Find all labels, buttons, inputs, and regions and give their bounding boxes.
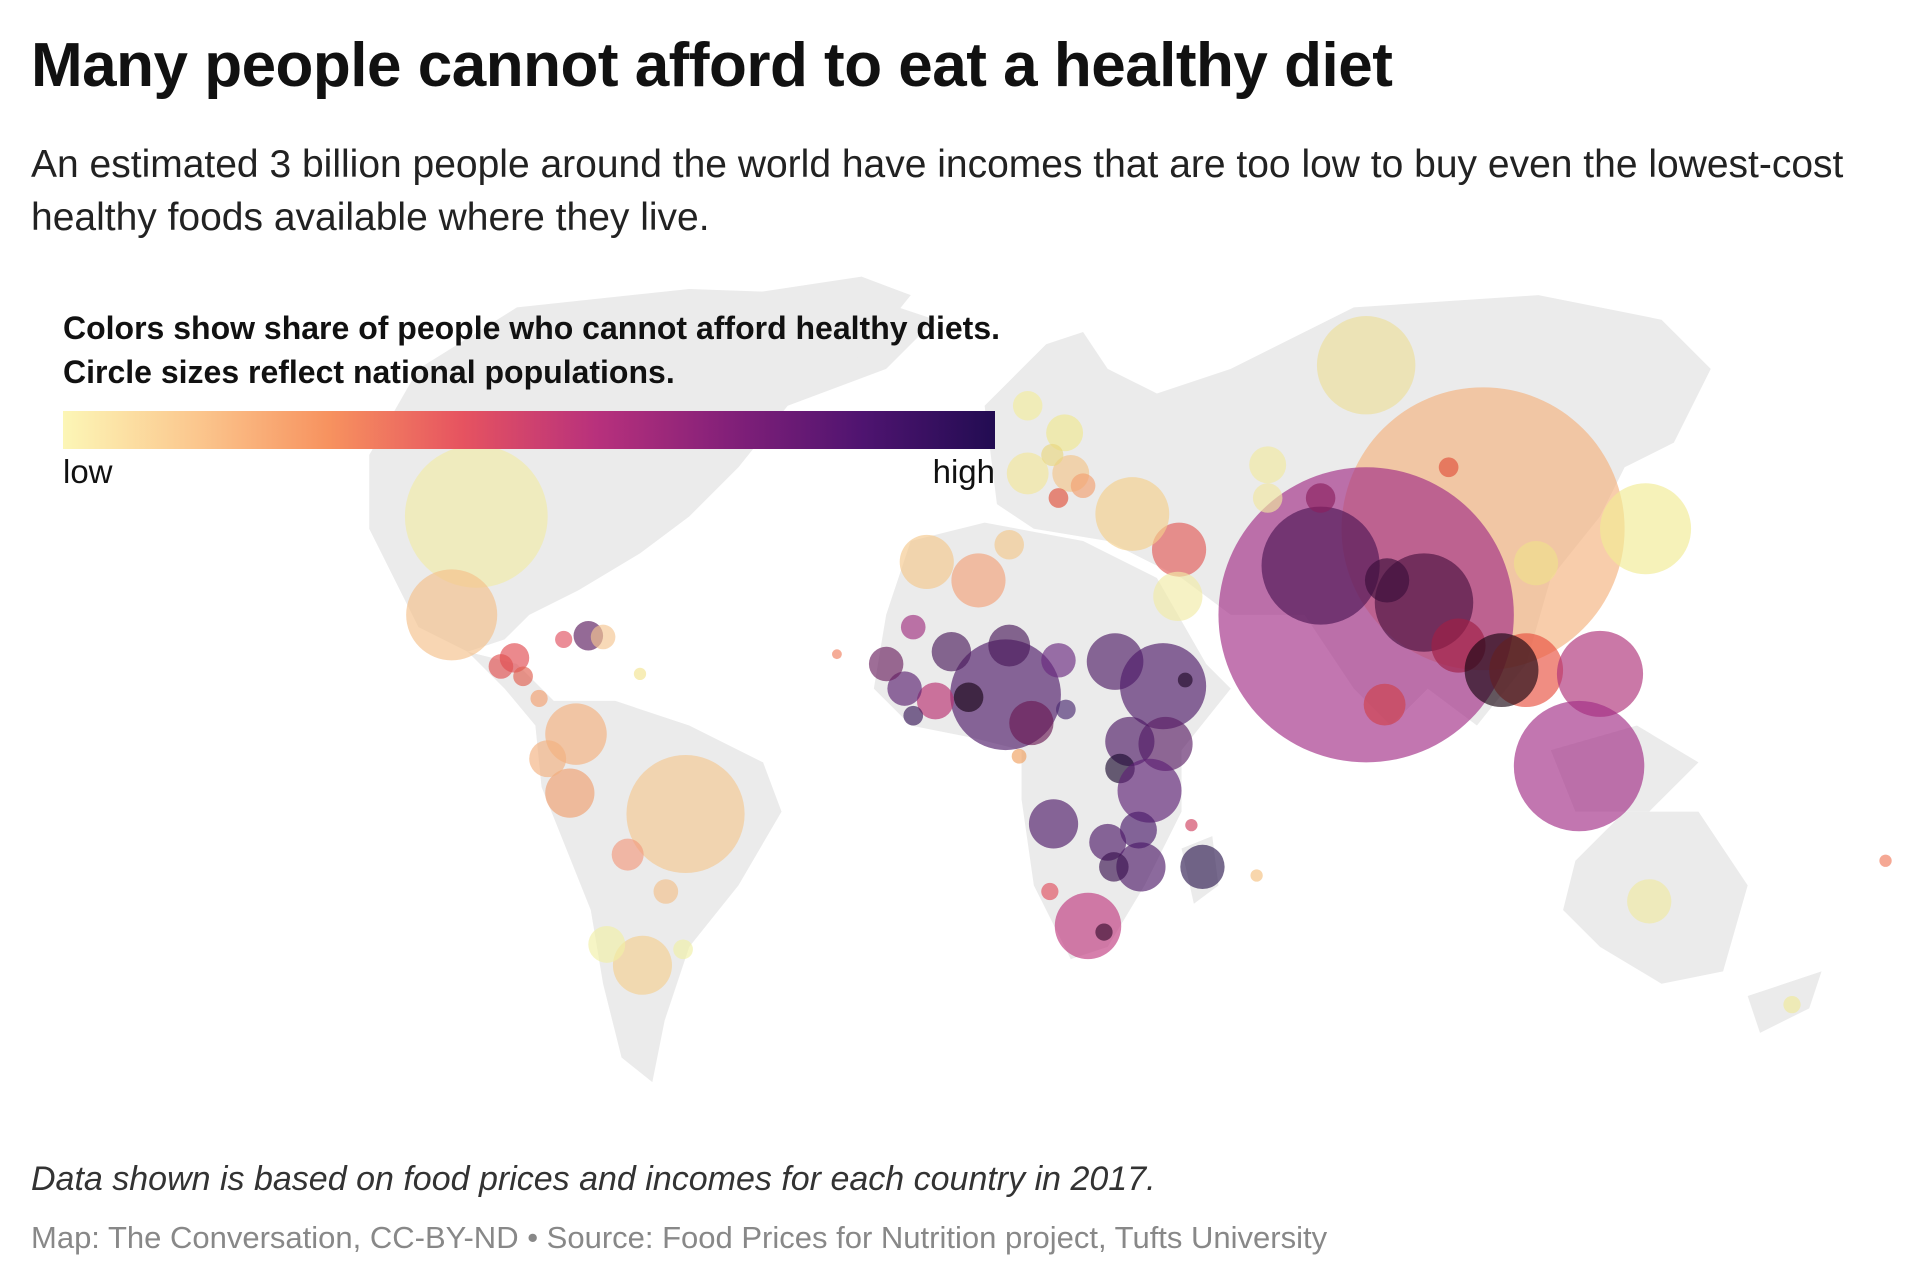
country-bubble[interactable] [1153, 571, 1203, 621]
country-bubble[interactable] [1138, 716, 1193, 771]
country-bubble[interactable] [611, 838, 644, 871]
country-bubble[interactable] [1364, 558, 1410, 603]
country-bubble[interactable] [513, 666, 533, 687]
country-bubble[interactable] [590, 624, 616, 650]
country-bubble[interactable] [1600, 483, 1692, 575]
country-bubble[interactable] [633, 667, 647, 681]
country-bubbles [404, 316, 1892, 1014]
country-bubble[interactable] [1316, 316, 1416, 415]
legend-title: Colors show share of people who cannot a… [63, 310, 1000, 390]
country-bubble[interactable] [1054, 892, 1122, 960]
country-bubble[interactable] [1012, 391, 1043, 421]
country-bubble[interactable] [529, 740, 567, 778]
legend-high-label: high [932, 453, 995, 490]
country-bubble[interactable] [1879, 854, 1892, 867]
country-bubble[interactable] [1305, 483, 1336, 513]
country-bubble[interactable] [612, 935, 672, 995]
country-bubble[interactable] [1048, 488, 1069, 508]
country-bubble[interactable] [1627, 879, 1672, 924]
country-bubble[interactable] [1117, 758, 1182, 823]
country-bubble[interactable] [1152, 522, 1207, 577]
country-bubble[interactable] [530, 689, 548, 708]
country-bubble[interactable] [1783, 996, 1801, 1014]
country-bubble[interactable] [1105, 716, 1155, 767]
country-bubble[interactable] [1120, 811, 1157, 849]
country-bubble[interactable] [899, 534, 954, 590]
country-bubble[interactable] [1009, 700, 1054, 746]
country-bubble[interactable] [1041, 882, 1059, 901]
color-legend: Colors show share of people who cannot a… [63, 306, 1023, 493]
color-scale-bar [63, 411, 995, 449]
country-bubble[interactable] [673, 939, 693, 960]
country-bubble[interactable] [653, 879, 679, 904]
country-bubble[interactable] [1556, 630, 1644, 717]
country-bubble[interactable] [1056, 699, 1076, 720]
country-bubble[interactable] [951, 553, 1006, 608]
country-bubble[interactable] [916, 682, 954, 720]
country-bubble[interactable] [1006, 452, 1049, 495]
country-bubble[interactable] [1177, 672, 1193, 688]
country-bubble[interactable] [1116, 842, 1166, 892]
country-bubble[interactable] [404, 445, 548, 588]
country-bubble[interactable] [1513, 700, 1645, 832]
country-bubble[interactable] [1028, 799, 1079, 849]
country-bubble[interactable] [931, 632, 972, 672]
country-bubble[interactable] [588, 925, 626, 963]
country-bubble[interactable] [832, 649, 842, 660]
country-bubble[interactable] [1438, 457, 1459, 478]
data-note: Data shown is based on food prices and i… [31, 1160, 1156, 1198]
country-bubble[interactable] [555, 630, 573, 649]
country-bubble[interactable] [1513, 541, 1559, 586]
country-bubble[interactable] [1120, 643, 1207, 730]
country-bubble[interactable] [1252, 483, 1283, 513]
country-bubble[interactable] [1261, 506, 1380, 625]
subtitle: An estimated 3 billion people around the… [31, 143, 1844, 239]
country-bubble[interactable] [1011, 748, 1027, 764]
country-bubble[interactable] [1180, 844, 1225, 890]
country-bubble[interactable] [1099, 852, 1129, 882]
country-bubble[interactable] [1041, 643, 1076, 678]
country-bubble[interactable] [903, 705, 924, 726]
country-bubble[interactable] [1250, 869, 1263, 882]
country-bubble[interactable] [994, 529, 1024, 560]
country-bubble[interactable] [1070, 473, 1096, 499]
country-bubble[interactable] [900, 614, 926, 640]
page-title: Many people cannot afford to eat a healt… [31, 31, 1393, 100]
country-bubble[interactable] [1089, 823, 1127, 861]
country-bubble[interactable] [1249, 446, 1287, 484]
country-bubble[interactable] [1095, 923, 1113, 941]
country-bubble[interactable] [406, 569, 498, 661]
country-bubble[interactable] [1095, 477, 1170, 551]
country-bubble[interactable] [1464, 633, 1539, 708]
country-bubble[interactable] [626, 755, 745, 874]
country-bubble[interactable] [988, 624, 1031, 667]
country-bubble[interactable] [953, 682, 984, 712]
source-credit: Map: The Conversation, CC-BY-ND • Source… [31, 1220, 1328, 1255]
country-bubble[interactable] [868, 646, 904, 682]
land-shape [738, 276, 911, 369]
country-bubble[interactable] [1363, 683, 1406, 726]
country-bubble[interactable] [545, 768, 595, 818]
country-bubble[interactable] [1185, 818, 1198, 832]
country-bubble[interactable] [887, 671, 922, 706]
country-bubble[interactable] [1041, 443, 1064, 467]
legend-low-label: low [63, 453, 113, 490]
country-bubble[interactable] [488, 654, 514, 679]
country-bubble[interactable] [1046, 414, 1084, 452]
